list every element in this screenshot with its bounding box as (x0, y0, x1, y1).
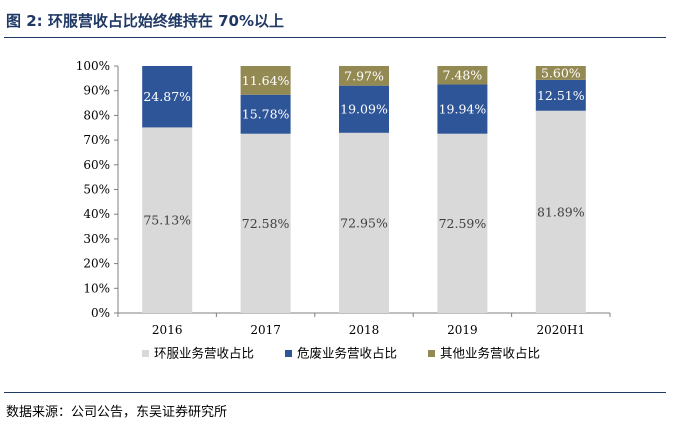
data-label: 5.60% (541, 65, 581, 80)
data-label: 7.48% (443, 68, 483, 83)
bar-segment (437, 84, 488, 134)
data-label: 11.64% (242, 73, 290, 88)
bar-segment (437, 133, 488, 313)
y-tick-label: 20% (83, 257, 110, 271)
data-label: 72.95% (340, 215, 388, 230)
bar-segment (535, 79, 586, 111)
legend-label: 危废业务营收占比 (297, 346, 397, 361)
bar-segment (240, 94, 291, 134)
data-label: 81.89% (537, 204, 585, 219)
bar-segment (339, 85, 389, 133)
figure-title: 图 2: 环服营收占比始终维持在 70%以上 (6, 12, 285, 30)
x-tick-label: 2018 (349, 323, 380, 337)
bar-segment (142, 66, 193, 128)
y-tick-label: 70% (83, 133, 110, 147)
data-label: 7.97% (344, 68, 384, 83)
data-label: 19.94% (439, 102, 487, 117)
bars (142, 65, 586, 314)
y-tick-label: 80% (83, 108, 110, 122)
legend-swatch (285, 350, 292, 357)
bar-segment (240, 133, 291, 313)
y-tick-label: 10% (83, 281, 110, 295)
y-tick-label: 40% (83, 207, 110, 221)
bar-segment (535, 66, 586, 80)
legend-swatch (142, 350, 149, 357)
y-tick-label: 0% (91, 306, 110, 320)
bar-segment (437, 65, 488, 85)
legend-swatch (428, 350, 435, 357)
y-tick-label: 100% (76, 59, 110, 73)
x-axis: 2016 2017 2018 2019 2020H1 (117, 312, 611, 337)
bar-segment (339, 65, 389, 86)
legend: 环服业务营收占比 危废业务营收占比 其他业务营收占比 (142, 346, 540, 361)
data-labels: 75.13% 24.87% 72.58% 15.78% 11.64% 72.95% 19.0… (143, 65, 584, 230)
bar-segment (535, 110, 586, 314)
data-label: 72.58% (242, 216, 290, 231)
y-tick-label: 60% (83, 158, 110, 172)
y-axis: 0% 10% 20% 30% 40% 50% 60% 70% 80% 90% 100% (76, 59, 119, 320)
legend-label: 其他业务营收占比 (440, 346, 540, 361)
x-tick-label: 2016 (152, 323, 183, 337)
bottom-rule (4, 392, 666, 393)
x-tick-label: 2019 (447, 323, 478, 337)
y-tick-label: 50% (83, 183, 110, 197)
data-label: 15.78% (242, 107, 290, 122)
y-tick-label: 30% (83, 232, 110, 246)
source-note: 数据来源：公司公告，东吴证券研究所 (6, 405, 228, 420)
x-tick-label: 2017 (250, 323, 281, 337)
bar-segment (339, 132, 389, 313)
x-tick-label: 2020H1 (536, 323, 585, 337)
data-label: 19.09% (340, 102, 388, 117)
data-label: 12.51% (537, 88, 585, 103)
data-label: 24.87% (143, 89, 191, 104)
bar-segment (240, 66, 291, 95)
y-tick-label: 90% (83, 84, 110, 98)
top-rule (4, 37, 666, 38)
data-label: 72.59% (439, 216, 487, 231)
data-label: 75.13% (143, 213, 191, 228)
bar-segment (142, 127, 193, 314)
legend-label: 环服业务营收占比 (154, 346, 254, 361)
